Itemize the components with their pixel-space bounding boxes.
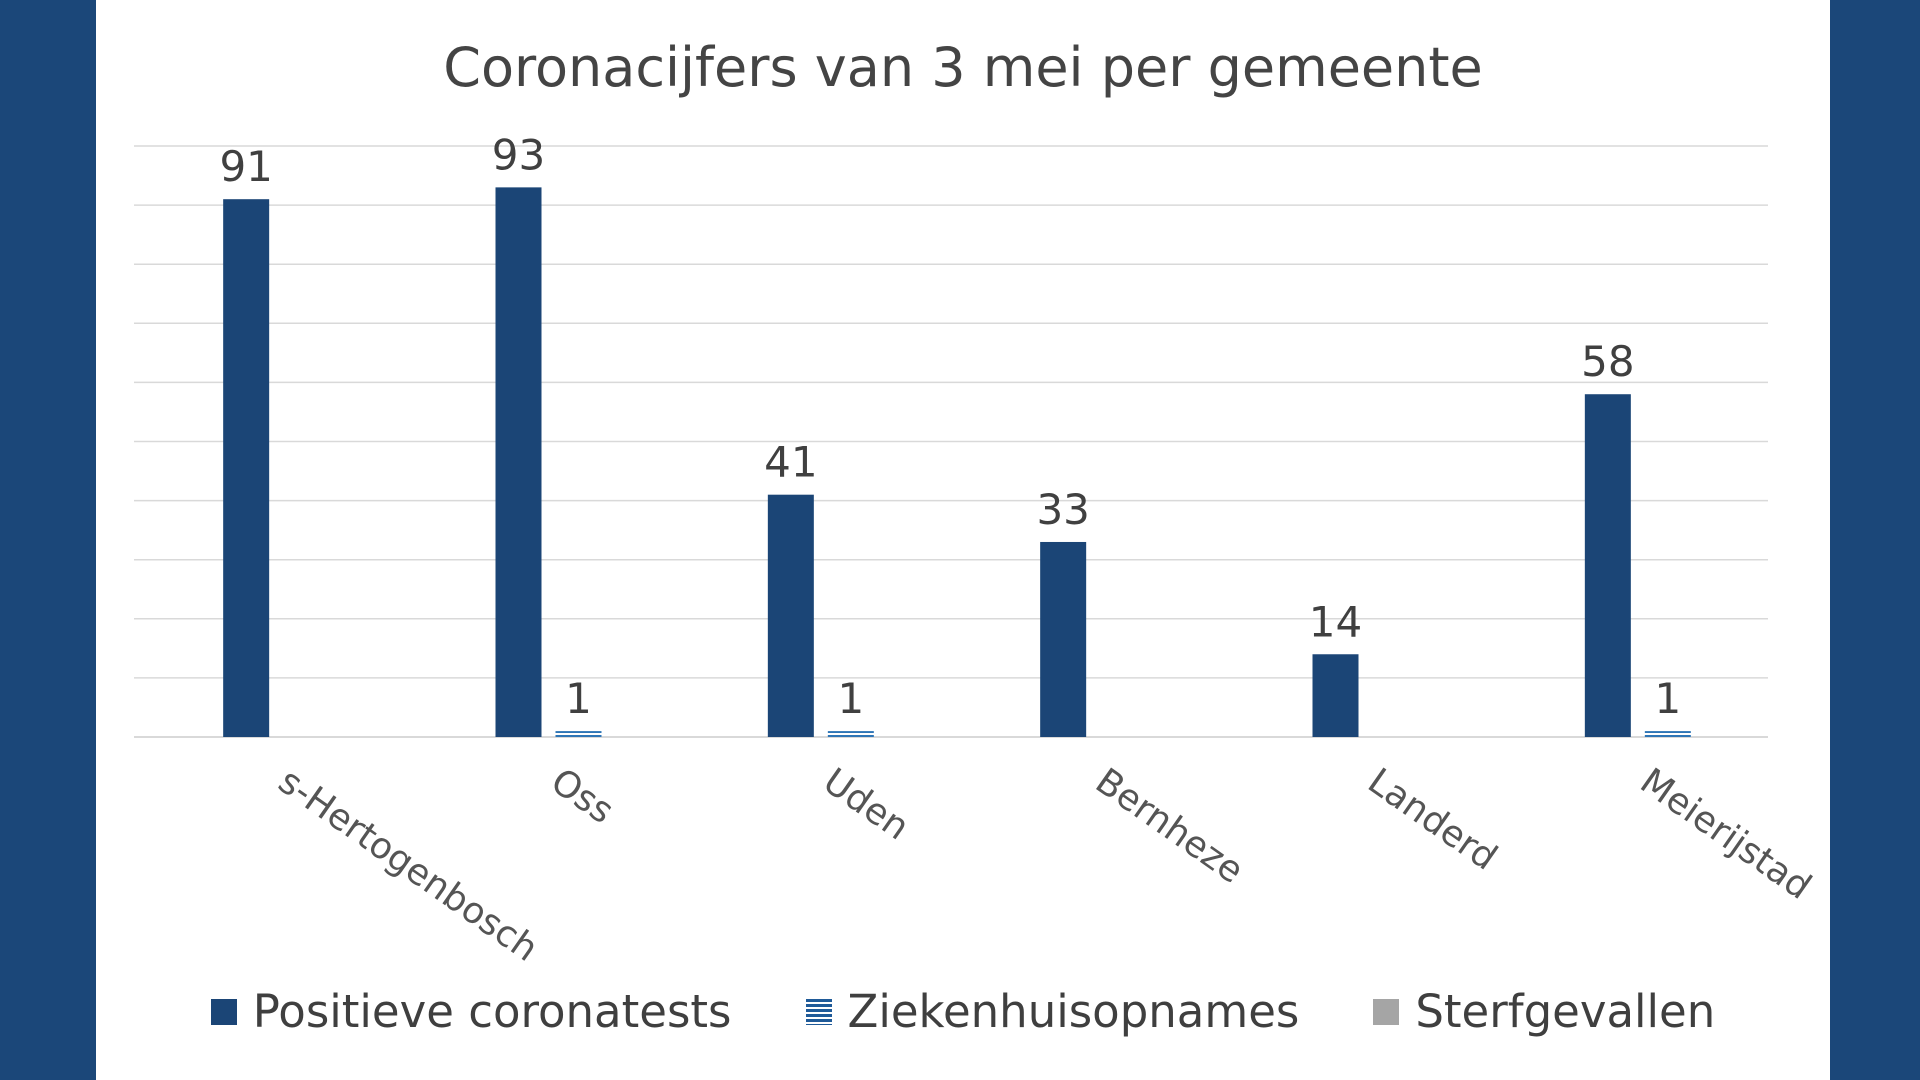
bar-chart: 91 s-Hertogenbosch 93 1 Oss 41 1 Uden 33 Bernheze… xyxy=(134,130,1819,970)
bar-positive-tests xyxy=(495,187,542,737)
data-label: 1 xyxy=(1654,674,1681,723)
data-label: 1 xyxy=(565,674,592,723)
category-label: Meierijstad xyxy=(1633,761,1819,908)
legend-item-positive-tests: Positieve coronatests xyxy=(210,985,732,1038)
category-label: Oss xyxy=(543,761,620,832)
category-label: Landerd xyxy=(1360,761,1504,879)
chart-title: Coronacijfers van 3 mei per gemeente xyxy=(443,36,1483,99)
legend-swatch-positive-tests xyxy=(210,998,237,1025)
data-label: 41 xyxy=(764,438,817,487)
legend-label-hospital-admissions: Ziekenhuisopnames xyxy=(847,985,1300,1038)
bar-positive-tests xyxy=(1584,394,1631,737)
data-label: 91 xyxy=(219,142,272,191)
bar-positive-tests xyxy=(1040,541,1087,737)
data-label: 14 xyxy=(1309,597,1362,646)
data-label: 33 xyxy=(1036,485,1089,534)
data-label: 1 xyxy=(837,674,864,723)
bar-hospital-admissions xyxy=(827,731,874,737)
legend-label-positive-tests: Positieve coronatests xyxy=(252,985,732,1038)
legend-swatch-hospital-admissions xyxy=(805,998,832,1025)
category-label: s-Hertogenbosch xyxy=(271,761,545,970)
bar-positive-tests xyxy=(1312,654,1359,737)
bar-hospital-admissions xyxy=(555,731,602,737)
category-label: Bernheze xyxy=(1088,761,1251,892)
legend-label-deaths: Sterfgevallen xyxy=(1415,985,1716,1038)
bar-hospital-admissions xyxy=(1644,731,1691,737)
legend-swatch-deaths xyxy=(1373,998,1400,1025)
bar-positive-tests xyxy=(223,199,270,737)
legend: Positieve coronatests Ziekenhuisopnames … xyxy=(96,985,1830,1038)
data-label: 58 xyxy=(1581,337,1634,386)
bar-positive-tests xyxy=(767,494,814,737)
category-label: Uden xyxy=(816,761,917,849)
legend-item-deaths: Sterfgevallen xyxy=(1373,985,1715,1038)
chart-panel: Coronacijfers van 3 mei per gemeente 91 s… xyxy=(96,0,1830,1080)
legend-item-hospital-admissions: Ziekenhuisopnames xyxy=(805,985,1300,1038)
data-label: 93 xyxy=(492,130,545,179)
